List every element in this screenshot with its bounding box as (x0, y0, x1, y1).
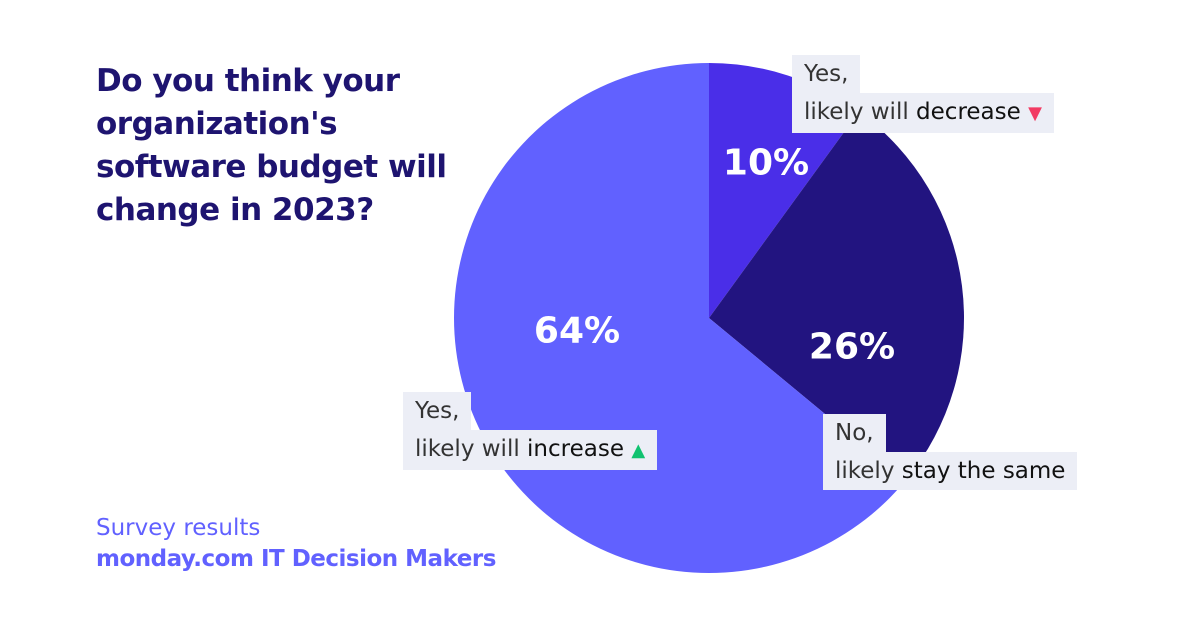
label-emphasis: increase (527, 436, 624, 462)
data-label-same: 26% (808, 326, 896, 368)
down-triangle-icon: ▼ (1028, 103, 1042, 124)
legend-label-same: No, likely stay the same (823, 414, 1078, 490)
label-emphasis: stay the same (901, 458, 1066, 484)
footer-source: monday.com IT Decision Makers (96, 546, 496, 572)
label-line2: likely (835, 458, 902, 484)
label-emphasis: decrease (916, 99, 1021, 125)
legend-label-increase: Yes, likely will increase ▲ (403, 392, 658, 470)
pie-slice-1 (709, 111, 965, 481)
data-label-increase: 64% (533, 310, 621, 352)
label-line2: likely will (804, 99, 917, 125)
label-line1: No, (823, 414, 886, 452)
data-label-decrease: 10% (722, 142, 810, 184)
label-line1: Yes, (792, 55, 861, 93)
chart-title: Do you think your organization's softwar… (96, 63, 447, 228)
up-triangle-icon: ▲ (631, 440, 646, 461)
label-line1: Yes, (403, 392, 472, 430)
legend-label-decrease: Yes, likely will decrease ▼ (792, 55, 1054, 133)
label-line2: likely will (415, 436, 528, 462)
footer-subtitle: Survey results (96, 515, 261, 541)
